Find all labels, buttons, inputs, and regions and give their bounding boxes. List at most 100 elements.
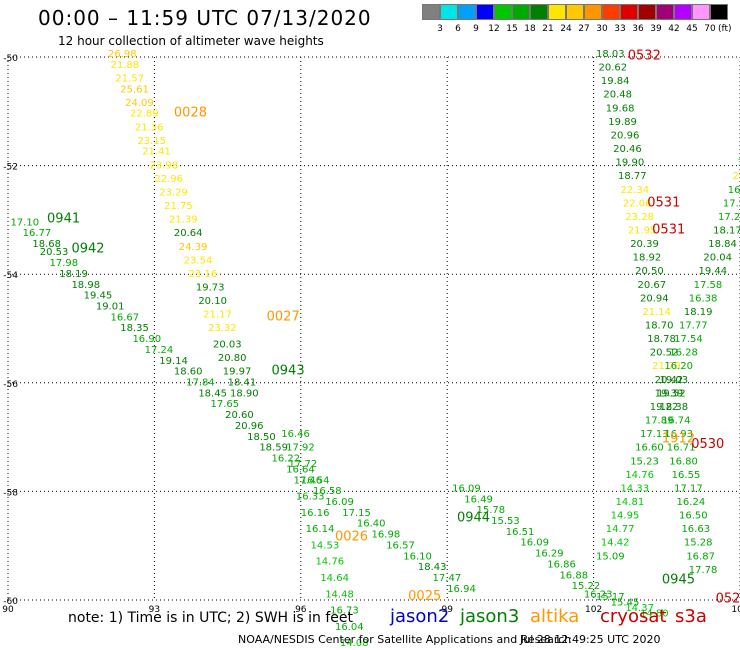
colorbar-swatch (548, 4, 566, 20)
wave-height-label: 19.45 (84, 291, 113, 302)
wave-height-label: 17.17 (674, 483, 703, 494)
x-tick-label: 99 (441, 605, 453, 615)
wave-height-label: 15.53 (491, 516, 520, 527)
wave-height-label: 16.28 (669, 348, 698, 359)
wave-height-label: 16.73 (330, 606, 359, 617)
pass-time-label: 0944 (457, 510, 490, 525)
wave-height-label: 20.48 (603, 90, 632, 101)
wave-height-label: 17.10 (10, 217, 39, 228)
wave-height-label: 19.52 (657, 388, 686, 399)
wave-height-label: 20.39 (630, 239, 659, 250)
wave-height-label: 18.77 (618, 171, 647, 182)
colorbar-label: 21 (542, 24, 554, 34)
footer-note: note: 1) Time is in UTC; 2) SWH is in fe… (68, 610, 354, 626)
wave-height-label: 18.90 (230, 388, 259, 399)
wave-height-label: 21.75 (164, 201, 193, 212)
y-tick-label: -58 (3, 488, 18, 498)
wave-height-label: 18.38 (659, 402, 688, 413)
footer-credit: NOAA/NESDIS Center for Satellite Applica… (238, 633, 572, 646)
wave-height-label: 15.45 (611, 597, 640, 608)
colorbar-swatch (512, 4, 530, 20)
wave-height-label: 20.60 (225, 410, 254, 421)
wave-height-label: 18.98 (71, 280, 100, 291)
wave-height-label: 14.81 (616, 497, 645, 508)
wave-height-label: 19.44 (699, 266, 728, 277)
wave-height-label: 20.04 (703, 253, 732, 264)
colorbar-swatch (710, 4, 728, 20)
wave-height-label: 23.15 (137, 136, 166, 147)
wave-height-label: 16.16 (301, 508, 330, 519)
wave-height-label: 16.29 (535, 549, 564, 560)
x-tick-label: 105 (731, 605, 740, 615)
legend-jason3: jason3 (460, 606, 520, 627)
wave-height-label: 21.39 (169, 215, 198, 226)
wave-height-label: 16.80 (669, 456, 698, 467)
wave-height-label: 14.64 (320, 573, 349, 584)
wave-height-label: 16.23 (584, 589, 613, 600)
wave-height-label: 14.76 (315, 557, 344, 568)
wave-height-label: 16.46 (281, 429, 310, 440)
wave-height-label: 16.09 (520, 538, 549, 549)
wave-height-label: 25.61 (120, 84, 149, 95)
wave-height-label: 21.41 (142, 147, 171, 158)
wave-height-label: 17.89 (645, 416, 674, 427)
wave-height-label: 19.22 (650, 402, 679, 413)
wave-height-label: 14.37 (625, 603, 654, 614)
wave-height-label: 18.19 (59, 269, 88, 280)
wave-height-label: 18.35 (120, 323, 149, 334)
colorbar-swatch (602, 4, 620, 20)
colorbar-swatch (566, 4, 584, 20)
colorbar-unit: (ft) (718, 24, 732, 34)
pass-time-label: 1912 (662, 432, 695, 447)
pass-time-label: 0945 (662, 573, 695, 588)
wave-height-label: 18.59 (259, 443, 288, 454)
colorbar-label: 45 (686, 24, 698, 34)
colorbar-label: 18 (524, 24, 536, 34)
wave-height-label: 20.67 (638, 280, 667, 291)
wave-height-label: 17.72 (289, 459, 318, 470)
wave-height-label: 18.50 (247, 432, 276, 443)
wave-height-label: 15.22 (572, 581, 601, 592)
legend-s3a: s3a (675, 606, 707, 627)
wave-height-label: 15.17 (596, 592, 625, 603)
colorbar-swatch (530, 4, 548, 20)
wave-height-label: 16.64 (286, 464, 315, 475)
x-tick-label: 93 (149, 605, 160, 615)
wave-height-label: 20.96 (235, 421, 264, 432)
wave-height-label: 21. (733, 171, 740, 182)
colorbar-swatch (656, 4, 674, 20)
y-tick-label: -56 (3, 380, 18, 390)
wave-height-label: 16.54 (301, 475, 330, 486)
wave-height-label: 16.40 (357, 519, 386, 530)
wave-height-label: 18.84 (708, 239, 737, 250)
wave-height-label: 18.68 (32, 239, 61, 250)
wave-height-label: 15.78 (476, 505, 505, 516)
x-tick-label: 96 (295, 605, 307, 615)
wave-height-label: 18.70 (645, 321, 674, 332)
wave-height-label: 16.09 (325, 497, 354, 508)
wave-height-label: 16.22 (272, 454, 301, 465)
wave-height-label: 20.46 (613, 144, 642, 155)
wave-height-label: 19.73 (196, 282, 225, 293)
pass-time-label: 0028 (174, 106, 207, 121)
colorbar-label: 27 (578, 24, 590, 34)
wave-height-label: 18.17 (713, 225, 740, 236)
wave-height-label: 17.77 (679, 321, 708, 332)
wave-height-label: 16.60 (635, 443, 664, 454)
legend-jason2: jason2 (390, 606, 450, 627)
wave-height-label: 19.01 (96, 301, 125, 312)
wave-height-label: 14.95 (611, 511, 640, 522)
wave-height-label: 14.42 (601, 538, 630, 549)
wave-height-label: 14.53 (311, 540, 340, 551)
pass-time-label: 0532 (628, 49, 661, 64)
wave-height-label: 19.03 (659, 375, 688, 386)
wave-height-label: 16.98 (372, 530, 401, 541)
wave-height-label: 21.79 (652, 361, 681, 372)
wave-height-label: 17.58 (694, 280, 723, 291)
wave-height-label: 16.09 (452, 483, 481, 494)
pass-time-label: 0531 (652, 222, 685, 237)
wave-height-label: 16.20 (664, 361, 693, 372)
wave-height-label: 16.51 (506, 527, 535, 538)
colorbar-swatch (674, 4, 692, 20)
chart-title: 00:00 – 11:59 UTC 07/13/2020 (38, 6, 372, 30)
